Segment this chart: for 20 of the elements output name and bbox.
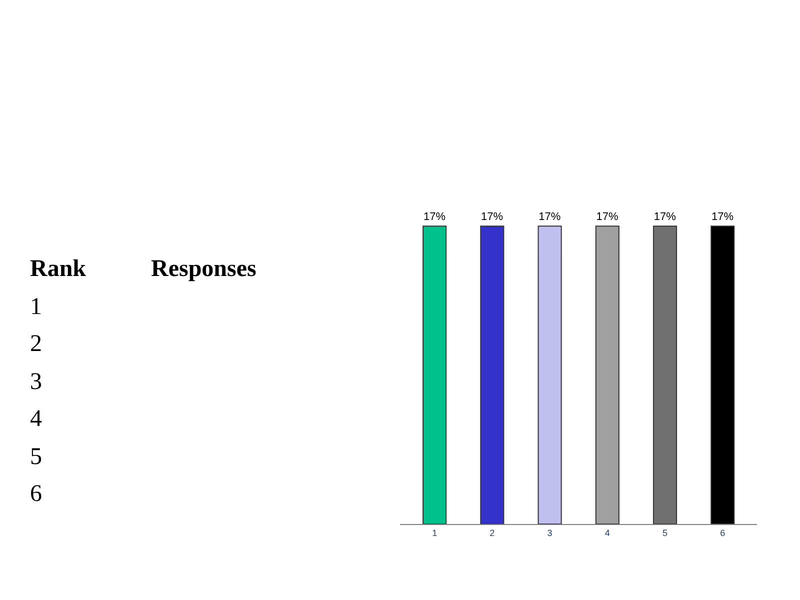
x-tick-label: 3 [547,528,552,538]
text: Rank [30,256,87,282]
x-tick-label: 6 [720,528,726,538]
x-tick-label: 1 [432,528,438,538]
data-label: 17% [596,211,619,224]
text: 2 [30,331,42,357]
text: 6 [30,481,42,507]
data-label: 17% [712,211,734,224]
data-label: 17% [538,211,561,224]
data-label: 17% [481,211,504,224]
data-label: 17% [654,211,676,224]
x-tick-label: 4 [604,528,610,538]
text: 1 [30,294,42,320]
text: 4 [30,406,42,432]
x-tick-label: 2 [490,528,495,538]
text: 3 [30,369,42,395]
data-label: 17% [423,211,446,224]
text: 5 [30,444,42,470]
text: Responses [151,256,256,282]
x-tick-label: 5 [662,528,668,538]
